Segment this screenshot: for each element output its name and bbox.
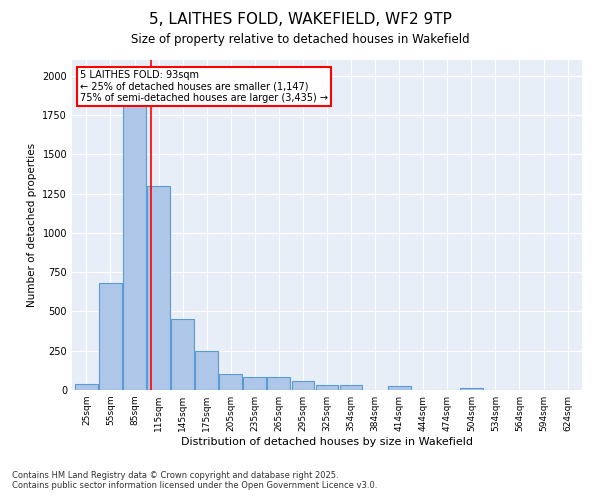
Text: Size of property relative to detached houses in Wakefield: Size of property relative to detached ho… [131,32,469,46]
Text: Contains public sector information licensed under the Open Government Licence v3: Contains public sector information licen… [12,480,377,490]
Y-axis label: Number of detached properties: Number of detached properties [27,143,37,307]
Text: Contains HM Land Registry data © Crown copyright and database right 2025.: Contains HM Land Registry data © Crown c… [12,470,338,480]
Bar [460,388,483,390]
Bar [147,186,170,390]
Text: 5, LAITHES FOLD, WAKEFIELD, WF2 9TP: 5, LAITHES FOLD, WAKEFIELD, WF2 9TP [149,12,451,28]
Bar [316,386,338,390]
Bar [99,283,122,390]
Bar [268,378,290,390]
Bar [220,374,242,390]
Bar [388,386,410,390]
Bar [75,384,98,390]
Bar [292,382,314,390]
Bar [244,378,266,390]
Bar [171,320,194,390]
Bar [340,386,362,390]
Text: 5 LAITHES FOLD: 93sqm
← 25% of detached houses are smaller (1,147)
75% of semi-d: 5 LAITHES FOLD: 93sqm ← 25% of detached … [80,70,328,103]
X-axis label: Distribution of detached houses by size in Wakefield: Distribution of detached houses by size … [181,437,473,447]
Bar [195,350,218,390]
Bar [123,84,146,390]
